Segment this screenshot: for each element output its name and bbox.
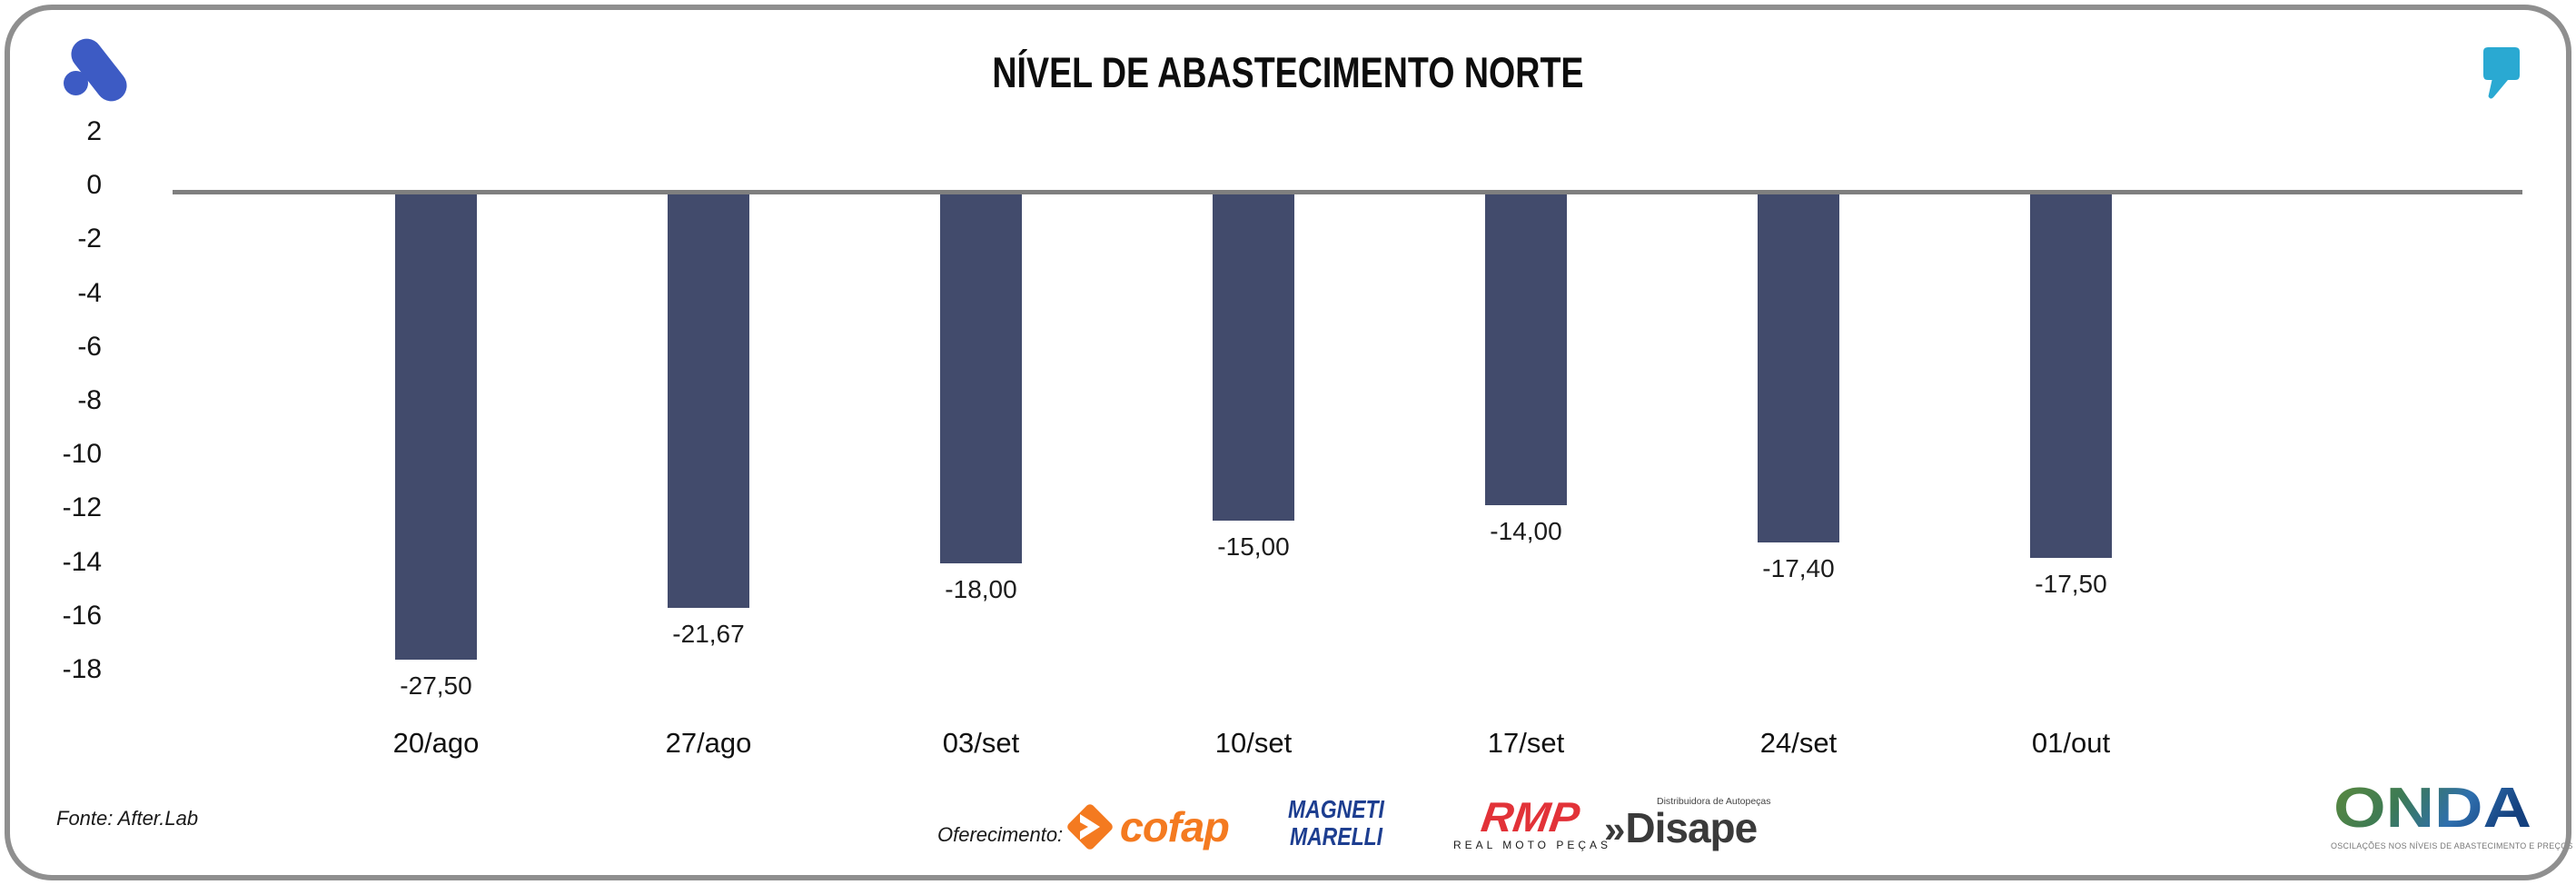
rmp-logo-subtext: REAL MOTO PEÇAS xyxy=(1453,839,1612,851)
y-axis-tick: -2 xyxy=(77,224,102,254)
magneti-marelli-logo: MAGNETI MARELLI xyxy=(1268,796,1404,850)
disape-logo-subtext: Distribuidora de Autopeças xyxy=(1657,796,1771,807)
afterlab-logo-dot xyxy=(64,71,88,95)
x-axis-line xyxy=(173,190,2522,194)
x-axis-label: 03/set xyxy=(942,727,1020,759)
quote-icon xyxy=(2483,47,2520,99)
bar-value-label: -21,67 xyxy=(672,620,745,648)
bar-value-label: -15,00 xyxy=(1217,532,1290,561)
cofap-emblem-icon xyxy=(1067,804,1113,850)
rmp-logo-text: RMP xyxy=(1478,793,1583,840)
bar xyxy=(668,194,749,608)
magneti-line1: MAGNETI xyxy=(1288,795,1384,823)
x-axis-label: 24/set xyxy=(1759,727,1838,759)
bar-value-label: -14,00 xyxy=(1490,517,1562,545)
onda-logo-wordmark: ONDA xyxy=(2333,777,2531,840)
y-axis-tick: -14 xyxy=(62,546,102,577)
onda-logo-subtext: OSCILAÇÕES NOS NÍVEIS DE ABASTECIMENTO E… xyxy=(2331,841,2573,851)
y-axis-tick: -18 xyxy=(62,654,102,684)
disape-chevrons-icon: » xyxy=(1604,808,1626,850)
bar xyxy=(940,194,1022,563)
chart-title-wrap: NÍVEL DE ABASTECIMENTO NORTE xyxy=(0,47,2576,97)
y-axis-tick: -4 xyxy=(77,277,102,308)
y-axis-tick: -12 xyxy=(62,492,102,523)
disape-logo-text: Disape xyxy=(1625,804,1758,851)
x-axis-label: 10/set xyxy=(1214,727,1293,759)
onda-logo: ONDA OSCILAÇÕES NOS NÍVEIS DE ABASTECIME… xyxy=(2331,777,2573,851)
x-axis-label: 01/out xyxy=(2031,727,2111,759)
x-axis-label: 27/ago xyxy=(665,727,752,759)
x-axis-label: 20/ago xyxy=(392,727,480,759)
disape-logo-main: » Disape xyxy=(1604,803,1758,852)
onda-logo-text: ONDA xyxy=(2333,780,2531,836)
bar-value-label: -17,50 xyxy=(2035,570,2107,598)
y-axis-tick: -8 xyxy=(77,385,102,415)
sponsorship-label: Oferecimento: xyxy=(937,823,1064,846)
bar-value-label: -27,50 xyxy=(400,671,472,700)
bar xyxy=(1213,194,1294,521)
y-axis-tick: 2 xyxy=(86,116,102,146)
bar-value-label: -17,40 xyxy=(1762,554,1835,582)
bar xyxy=(1485,194,1567,505)
cofap-logo-text: cofap xyxy=(1119,803,1230,850)
cofap-logo: cofap xyxy=(1065,801,1230,852)
bar xyxy=(1758,194,1839,542)
magneti-line2: MARELLI xyxy=(1289,822,1383,850)
x-axis-label: 17/set xyxy=(1487,727,1565,759)
rmp-logo: RMP REAL MOTO PEÇAS xyxy=(1453,793,1612,851)
chart-title: NÍVEL DE ABASTECIMENTO NORTE xyxy=(992,48,1584,96)
bar xyxy=(2030,194,2112,558)
bar xyxy=(395,194,477,660)
y-axis-tick: 0 xyxy=(86,170,102,201)
bar-value-label: -18,00 xyxy=(945,575,1017,603)
y-axis-tick: -16 xyxy=(62,600,102,631)
y-axis-tick: -10 xyxy=(62,439,102,470)
source-note: Fonte: After.Lab xyxy=(56,807,199,830)
y-axis-tick: -6 xyxy=(77,331,102,362)
